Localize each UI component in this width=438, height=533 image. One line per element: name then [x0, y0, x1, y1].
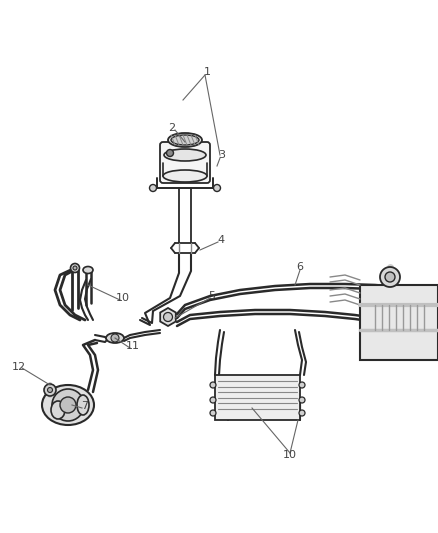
Circle shape — [299, 410, 305, 416]
Ellipse shape — [106, 333, 124, 343]
Text: 7: 7 — [81, 401, 88, 411]
Circle shape — [47, 387, 53, 392]
Circle shape — [71, 263, 80, 272]
Circle shape — [163, 312, 173, 321]
Ellipse shape — [171, 135, 199, 145]
Text: 10: 10 — [283, 450, 297, 460]
Circle shape — [213, 184, 220, 191]
Bar — [215, 375, 300, 420]
Ellipse shape — [168, 133, 202, 147]
Text: 4: 4 — [217, 235, 225, 245]
Circle shape — [73, 266, 77, 270]
Text: 12: 12 — [12, 362, 26, 372]
Circle shape — [210, 410, 216, 416]
Bar — [360, 285, 438, 360]
Ellipse shape — [77, 395, 89, 415]
Circle shape — [44, 384, 56, 396]
Circle shape — [299, 382, 305, 388]
Text: 6: 6 — [297, 262, 304, 272]
Circle shape — [210, 397, 216, 403]
Circle shape — [385, 272, 395, 282]
Ellipse shape — [42, 385, 94, 425]
Ellipse shape — [163, 170, 207, 182]
Text: 10: 10 — [116, 293, 130, 303]
Ellipse shape — [164, 149, 206, 161]
Circle shape — [210, 382, 216, 388]
Text: 1: 1 — [204, 67, 211, 77]
Text: 5: 5 — [208, 291, 215, 301]
Circle shape — [166, 149, 173, 157]
Circle shape — [149, 184, 156, 191]
Circle shape — [299, 397, 305, 403]
Circle shape — [60, 397, 76, 413]
Text: 11: 11 — [126, 341, 140, 351]
Text: 2: 2 — [169, 123, 176, 133]
Circle shape — [111, 334, 119, 342]
FancyBboxPatch shape — [160, 142, 210, 183]
Ellipse shape — [51, 401, 65, 419]
Circle shape — [52, 389, 84, 421]
Ellipse shape — [83, 266, 93, 273]
Text: 3: 3 — [219, 150, 226, 160]
Circle shape — [380, 267, 400, 287]
